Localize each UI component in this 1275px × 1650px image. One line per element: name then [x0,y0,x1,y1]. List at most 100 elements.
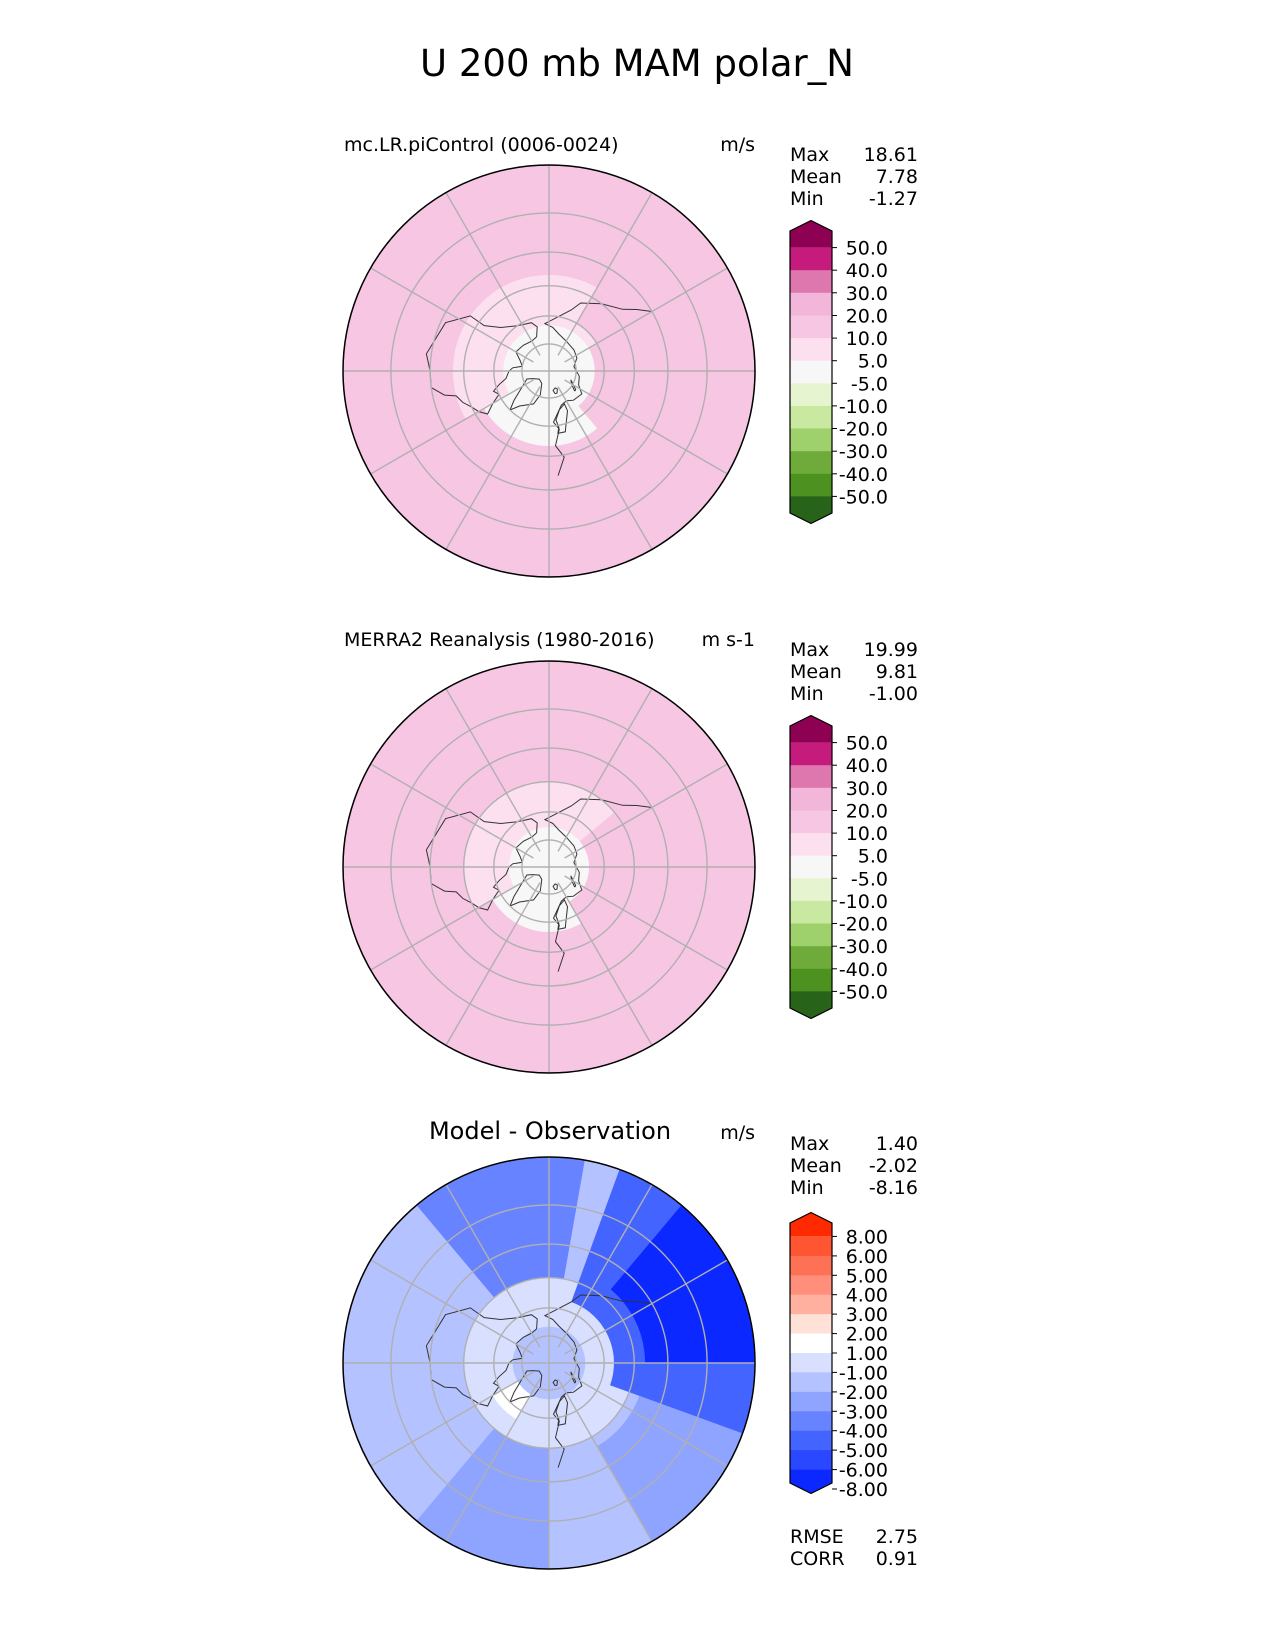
colorbar-tick-label: 10.0 [846,823,888,845]
coastline-4 [552,883,558,891]
colorbar-bin-12 [790,991,832,1019]
panel-model-stat-mean-value: 7.78 [876,166,918,188]
colorbar-bin-8 [790,405,832,429]
panel-obs-stat-mean-value: 9.81 [876,661,918,683]
panel-model-stat-min-value: -1.27 [869,188,918,210]
colorbar-bin-11 [790,1430,832,1451]
coastline-5 [570,379,577,392]
graticule-lon [445,192,541,356]
map-boundary [342,164,756,578]
colorbar-bin-2 [790,270,832,294]
colorbar-bin-4 [790,810,832,834]
colorbar-bin-9 [790,923,832,947]
panel-model-colorbar: 50.040.030.020.010.05.0-5.0-10.0-20.0-30… [789,219,888,525]
panel-obs-stat-min-label: Min [790,683,824,705]
panel-diff-stat-max-value: 1.40 [876,1133,918,1155]
colorbar-outline [789,219,833,525]
colorbar-tick-label: 4.00 [846,1285,888,1307]
colorbar-tick-label: -5.0 [851,868,888,890]
panel-diff-stat-max-label: Max [790,1133,829,1155]
colorbar-bin-11 [790,968,832,992]
colorbar-bin-12 [790,496,832,524]
panel-diff-stat-min-value: -8.16 [869,1177,918,1199]
colorbar-bin-3 [790,787,832,811]
colorbar-tick-label: 50.0 [846,733,888,755]
colorbar-tick-label: -8.00 [839,1479,888,1501]
graticule-lon [557,192,653,356]
map-region-2 [416,1157,585,1298]
panel-diff-rmse-label: RMSE [790,1526,844,1548]
coastline-4 [552,1379,558,1387]
panel-diff-rmse-value: 2.75 [876,1526,918,1548]
coastline-2 [543,798,653,972]
panel-model-units: m/s [720,134,755,156]
colorbar-bin-12 [790,1450,832,1470]
panel-obs-map [342,660,756,1074]
colorbar-bin-6 [790,360,832,384]
colorbar-bin-10 [790,451,832,475]
graticule-lon [564,267,728,363]
colorbar-tick-label: -50.0 [839,981,888,1003]
graticule-lon [564,1371,728,1467]
colorbar-tick-label: 20.0 [846,801,888,823]
panel-diff-stat-min-label: Min [790,1177,824,1199]
colorbar-bin-1 [790,742,832,766]
graticule-lon [564,1259,728,1355]
panel-diff-units: m/s [720,1122,755,1144]
colorbar-bin-7 [790,383,832,407]
colorbar-tick-label: -2.00 [839,1382,888,1404]
map-region-3 [484,371,549,446]
colorbar-tick-label: -40.0 [839,464,888,486]
map-region-4 [549,371,598,446]
colorbar-bin-4 [790,1294,832,1315]
panel-model-stat-min-label: Min [790,188,824,210]
graticule-lon [564,875,728,971]
colorbar-bin-6 [790,1333,832,1354]
map-region-4 [549,867,582,932]
colorbar-outline [789,714,833,1020]
graticule-lon [557,386,653,550]
panel-obs: MERRA2 Reanalysis (1980-2016) m s-1 Max … [342,629,918,1074]
colorbar-bin-8 [790,900,832,924]
graticule-lon [370,267,534,363]
coastline-5 [570,875,577,888]
panel-model-stat-max-value: 18.61 [864,144,918,166]
colorbar-tick-label: -10.0 [839,396,888,418]
colorbar-bin-8 [790,1372,832,1393]
panel-diff-map [342,1156,756,1570]
colorbar-tick-label: -5.00 [839,1440,888,1462]
colorbar-tick-label: 5.0 [858,351,888,373]
colorbar-tick-label: 30.0 [846,283,888,305]
colorbar-bin-6 [790,855,832,879]
colorbar-tick-label: 5.0 [858,846,888,868]
colorbar-tick-label: -50.0 [839,486,888,508]
colorbar-bin-0 [790,220,832,248]
panel-obs-title: MERRA2 Reanalysis (1980-2016) [344,629,655,651]
map-boundary [342,1156,756,1570]
graticule-lon [370,1371,534,1467]
panel-diff: Model - Observation m/s Max 1.40 Mean -2… [342,1117,918,1570]
graticule-lon [557,688,653,852]
map-region-5 [576,287,644,362]
colorbar-bin-10 [790,946,832,970]
graticule-lon [557,882,653,1046]
graticule-lon [370,875,534,971]
graticule-lon [445,882,541,1046]
map-region-3 [492,867,549,932]
colorbar-tick-label: -20.0 [839,419,888,441]
colorbar-bin-2 [790,765,832,789]
colorbar-bin-3 [790,292,832,316]
colorbar-bin-9 [790,428,832,452]
colorbar-tick-label: -4.00 [839,1421,888,1443]
colorbar-tick-label: 1.00 [846,1343,888,1365]
graticule-lon [445,1378,541,1542]
graticule-lon [445,386,541,550]
colorbar-bin-11 [790,473,832,497]
colorbar-bin-0 [790,715,832,743]
colorbar-bin-4 [790,315,832,339]
colorbar-bin-5 [790,1314,832,1334]
colorbar-bin-1 [790,1236,832,1257]
colorbar-bin-5 [790,833,832,857]
coastline-2 [543,1294,653,1468]
